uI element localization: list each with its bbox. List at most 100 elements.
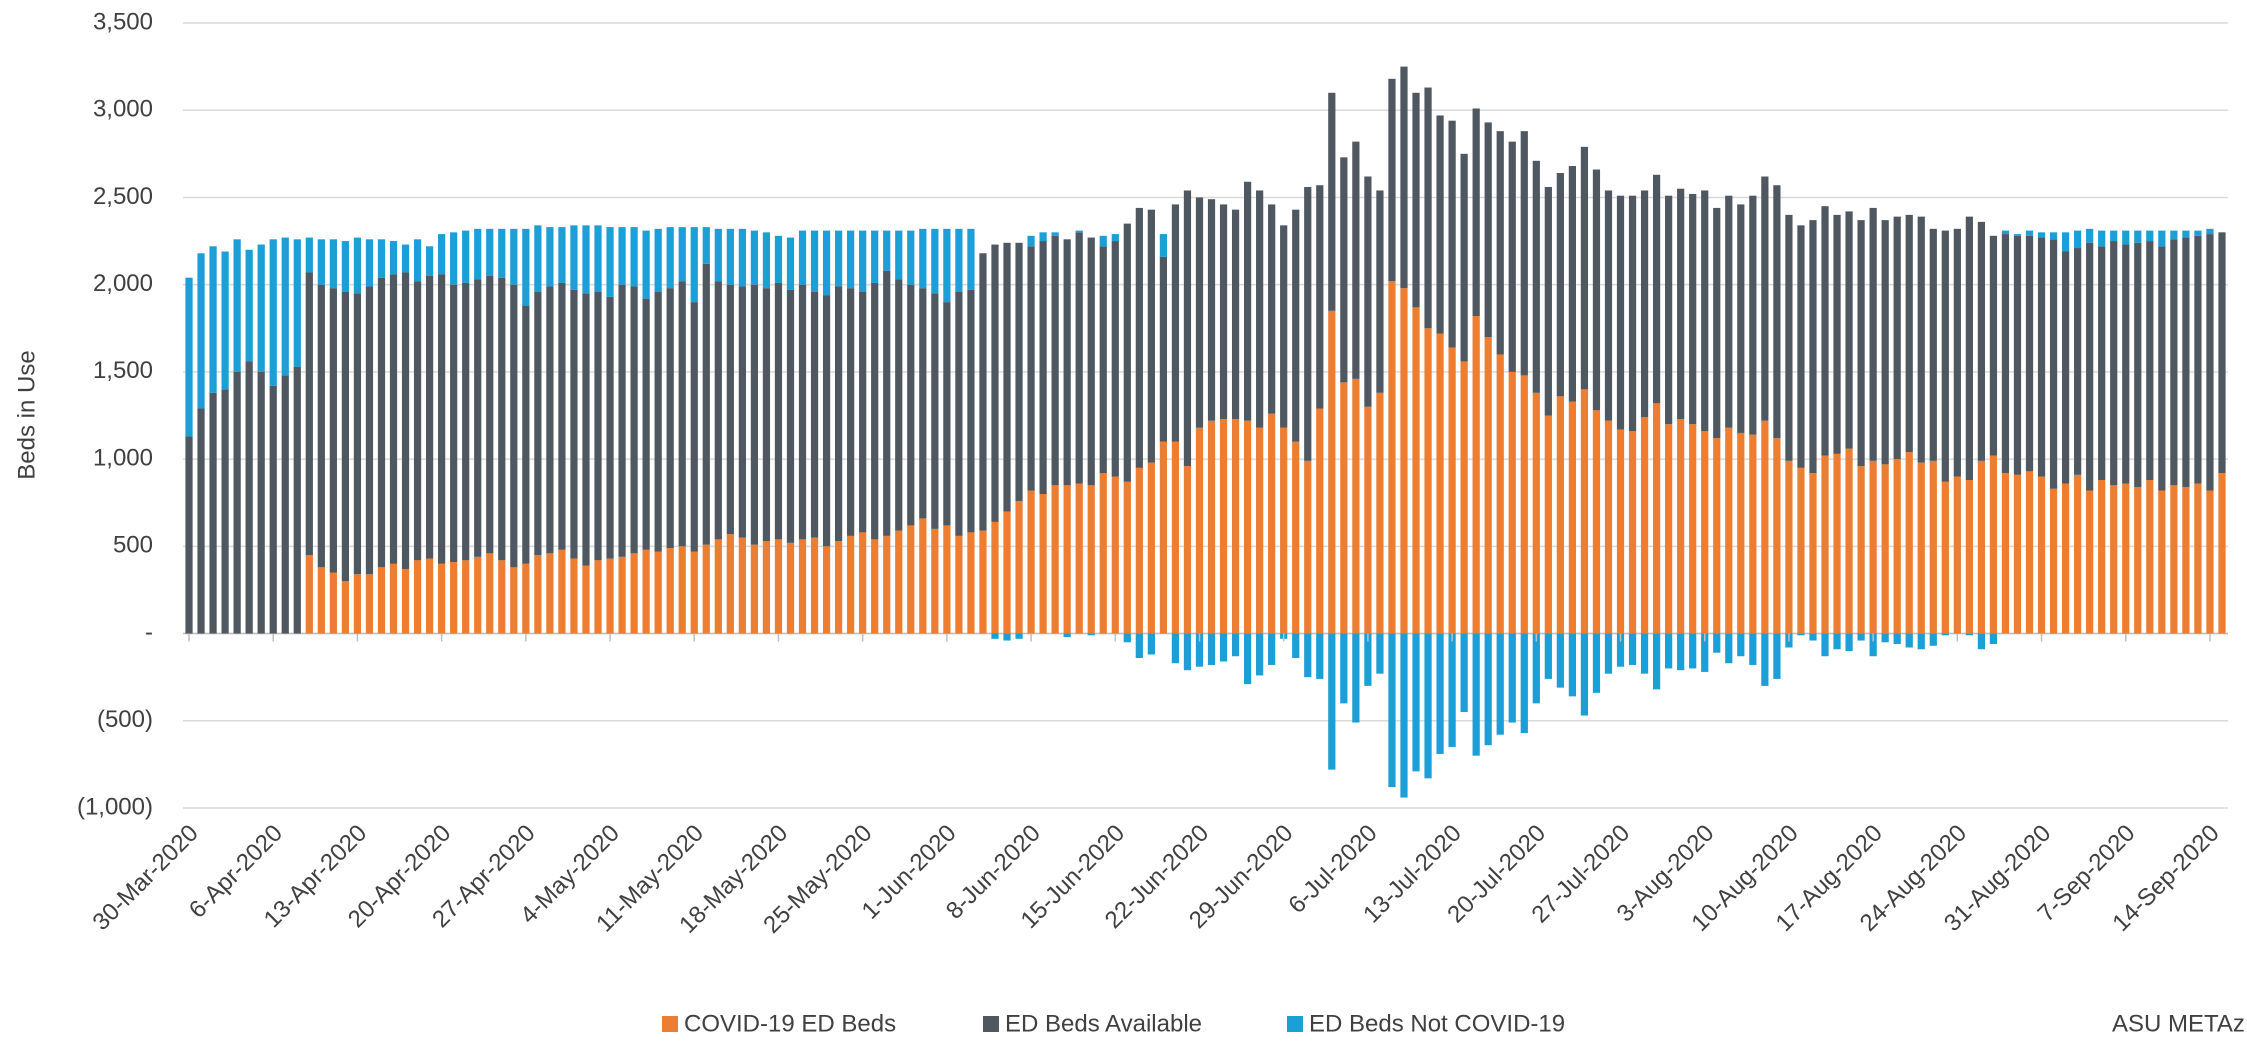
bar — [558, 227, 566, 283]
bar — [798, 539, 807, 634]
y-tick-label: 1,500 — [93, 357, 153, 384]
bar — [594, 560, 602, 634]
bar — [2194, 235, 2202, 484]
bar — [1424, 87, 1432, 329]
bar — [1027, 235, 1035, 247]
bar — [1063, 633, 1071, 638]
bar — [1737, 633, 1745, 657]
bar — [1328, 310, 1336, 634]
bar — [1195, 633, 1204, 667]
bar — [2013, 234, 2022, 236]
bar — [510, 567, 518, 634]
bar — [642, 549, 650, 634]
bar — [822, 546, 831, 634]
bar — [522, 305, 530, 564]
legend-label: COVID-19 ED Beds — [684, 1010, 896, 1037]
bar — [810, 291, 819, 538]
bar — [2194, 230, 2202, 236]
bar — [2025, 471, 2034, 634]
bar — [798, 230, 807, 285]
bar — [1472, 316, 1480, 634]
bar — [1592, 169, 1601, 411]
bar — [1616, 429, 1625, 634]
bar — [1869, 460, 1877, 634]
bar — [1725, 195, 1733, 428]
bar — [546, 286, 554, 554]
bar — [1111, 476, 1119, 634]
bar — [1989, 455, 1998, 634]
y-tick-label: 1,000 — [93, 444, 153, 471]
bar — [1364, 176, 1372, 407]
bar — [1015, 633, 1023, 639]
bar — [1304, 460, 1312, 634]
bar — [2001, 230, 2010, 235]
bar — [1917, 462, 1925, 634]
bar — [1965, 216, 1973, 481]
source-note: ASU METAz — [2112, 1010, 2245, 1037]
bar — [1328, 633, 1336, 770]
bar — [834, 541, 843, 634]
bar — [534, 291, 542, 556]
bar — [377, 567, 386, 634]
bar — [1003, 242, 1011, 512]
bar — [1171, 633, 1180, 664]
bar — [907, 284, 915, 526]
bar — [1256, 427, 1264, 634]
bar — [1448, 120, 1456, 348]
bar — [1989, 633, 1998, 645]
bar — [1749, 633, 1757, 665]
bar — [570, 558, 578, 634]
bar — [702, 263, 710, 545]
bar — [546, 553, 554, 634]
bar — [377, 239, 386, 278]
bar — [1027, 490, 1035, 634]
bar — [1977, 221, 1986, 461]
bar — [450, 562, 458, 634]
bar — [1580, 389, 1589, 634]
bar — [1568, 166, 1577, 402]
bar — [1677, 633, 1685, 671]
x-tick-label: 30-Mar-2020 — [87, 820, 203, 936]
bar — [702, 227, 710, 264]
bar — [221, 389, 229, 634]
bar — [955, 228, 963, 292]
bar — [2037, 476, 2046, 634]
bar — [2206, 228, 2214, 235]
bar — [510, 284, 518, 568]
bar — [1099, 473, 1107, 634]
bar — [1388, 78, 1396, 282]
bar — [1075, 230, 1083, 233]
y-tick-label: 2,500 — [93, 183, 153, 210]
y-tick-label: 3,000 — [93, 96, 153, 123]
bar — [1508, 371, 1516, 634]
bar — [666, 227, 674, 289]
bar — [1640, 417, 1649, 634]
bar — [2013, 474, 2022, 634]
bar — [1496, 354, 1504, 634]
bar — [558, 549, 566, 634]
bar — [438, 274, 446, 564]
bar — [979, 253, 987, 531]
bar — [630, 286, 638, 554]
bar — [1448, 633, 1456, 747]
bar — [967, 228, 975, 290]
bar — [1183, 466, 1192, 634]
bar — [1039, 494, 1047, 634]
bar — [1219, 204, 1228, 419]
bar — [1039, 241, 1047, 494]
bar — [1761, 420, 1769, 634]
bar — [2110, 241, 2118, 486]
bar — [281, 237, 289, 376]
bar — [991, 633, 999, 639]
bar — [2182, 237, 2190, 488]
bar — [690, 551, 698, 634]
bar — [269, 239, 277, 386]
bar — [1159, 256, 1168, 442]
bar — [2158, 246, 2166, 491]
bar — [907, 525, 915, 634]
bar — [486, 275, 494, 554]
y-axis-title: Beds in Use — [13, 350, 40, 479]
bar — [2122, 244, 2130, 484]
bar — [353, 574, 362, 634]
bar — [486, 228, 494, 276]
